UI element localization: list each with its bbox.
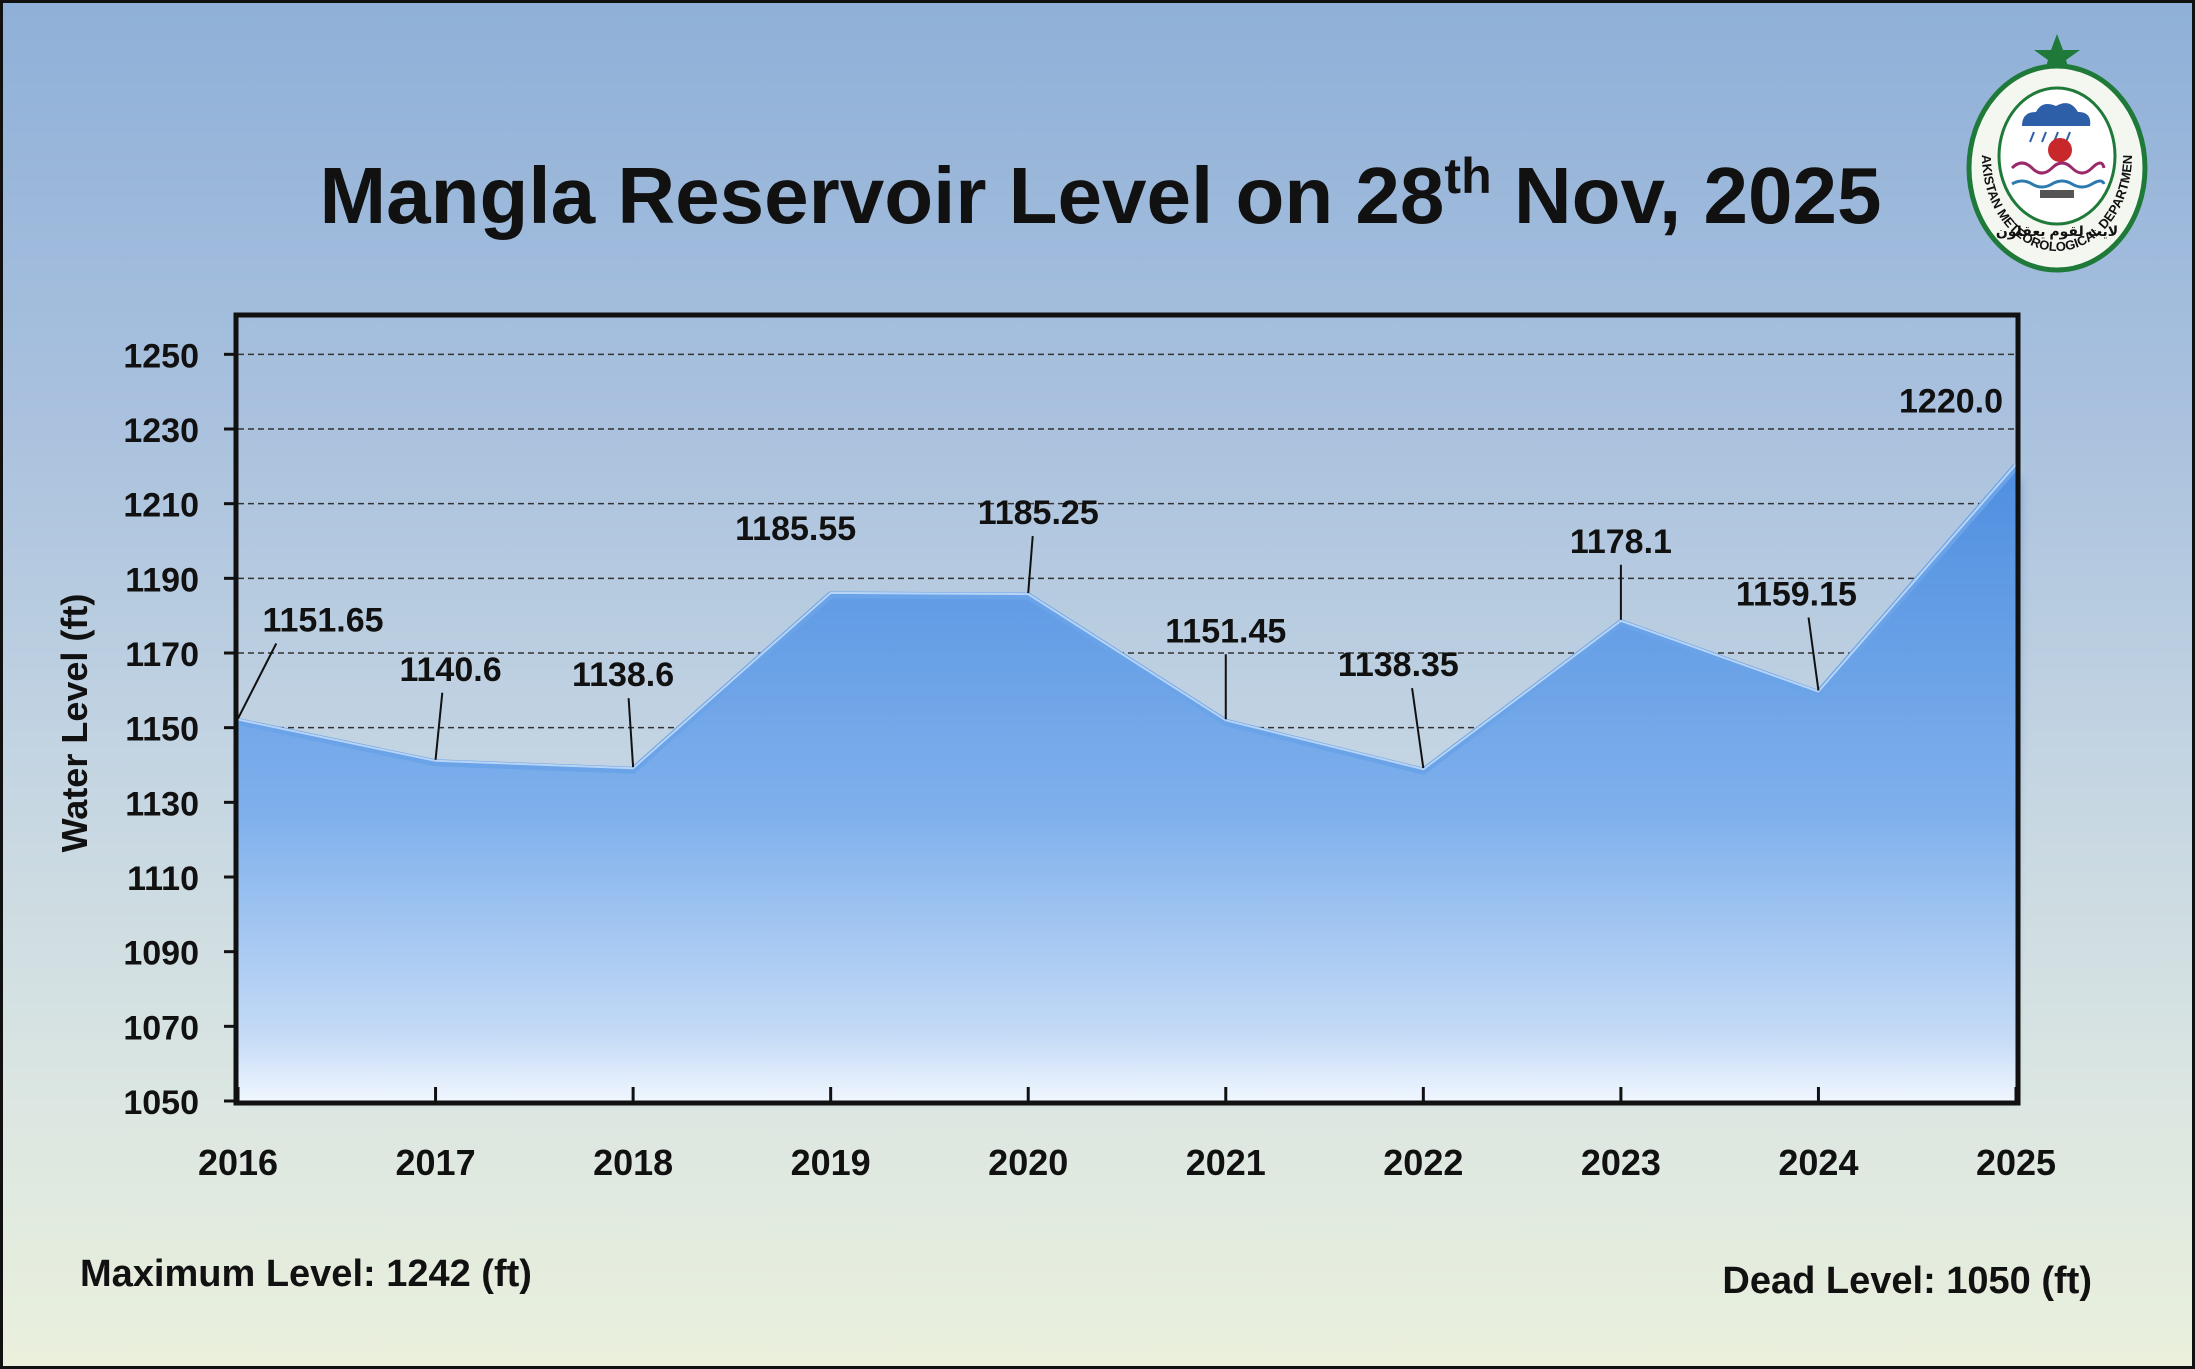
y-tick-label: 1090 (123, 935, 199, 973)
data-label: 1151.45 (1165, 612, 1286, 650)
area-series (238, 466, 2016, 1101)
x-tick-label: 2020 (988, 1142, 1068, 1183)
logo-ship-icon (2040, 190, 2074, 198)
data-label: 1138.35 (1338, 646, 1459, 684)
dead-level-note: Dead Level: 1050 (ft) (1722, 1260, 2092, 1302)
y-axis: 1050 1070 1090 1110 1130 1150 1170 1190 1210 1230… (123, 337, 236, 1122)
y-tick-label: 1210 (123, 487, 199, 525)
leader-line (1411, 688, 1425, 769)
data-label: 1151.65 (262, 602, 383, 640)
y-tick-label: 1190 (125, 561, 199, 599)
x-tick-label: 2023 (1581, 1142, 1661, 1183)
x-tick-label: 2025 (1976, 1142, 2056, 1183)
plot-border (233, 312, 2021, 1106)
leader-line (1027, 535, 1034, 594)
x-tick-label: 2017 (396, 1142, 476, 1183)
y-axis-label: Water Level (ft) (54, 594, 95, 853)
logo-motto: لایت لقوم یعقلون (1996, 223, 2118, 240)
y-tick-label: 1130 (125, 785, 199, 823)
data-labels: 1151.65 1140.6 1138.6 1185.55 1185.25 1151.45… (237, 382, 2003, 769)
leader-line (237, 643, 278, 719)
leader-line (627, 698, 635, 768)
x-tick-label: 2016 (198, 1142, 278, 1183)
title-main: Mangla Reservoir Level on 28 (319, 151, 1445, 240)
x-tick-label: 2021 (1186, 1142, 1266, 1183)
x-tick-label: 2022 (1383, 1142, 1463, 1183)
leader-line (434, 692, 444, 760)
x-axis: 2016 2017 2018 2019 2020 2021 2022 2023 2024 2025 (198, 1087, 2056, 1183)
data-label: 1178.1 (1570, 523, 1672, 561)
x-tick-label: 2018 (593, 1142, 673, 1183)
data-label: 1220.0 (1899, 382, 2003, 420)
y-tick-label: 1170 (125, 636, 199, 674)
pmd-logo: لایت لقوم یعقلون PAKISTAN METEOROLOGICAL… (1952, 28, 2148, 273)
x-tick-label: 2019 (791, 1142, 871, 1183)
y-tick-label: 1110 (127, 860, 199, 898)
y-tick-label: 1050 (123, 1084, 199, 1122)
area-top-line (237, 464, 2019, 775)
data-label: 1185.25 (978, 494, 1099, 532)
data-label: 1185.55 (735, 510, 856, 548)
logo-sea-icon (2011, 179, 2106, 189)
data-label: 1138.6 (572, 656, 674, 694)
logo-wave-icon (2010, 161, 2106, 175)
y-tick-label: 1070 (123, 1009, 199, 1047)
y-tick-label: 1250 (123, 337, 199, 375)
y-tick-label: 1230 (123, 412, 199, 450)
logo-cloud-icon (2022, 103, 2091, 126)
x-tick-label: 2024 (1778, 1142, 1858, 1183)
leader-line (1807, 617, 1820, 691)
data-label: 1140.6 (399, 651, 501, 689)
chart-title: Mangla Reservoir Level on 28th Nov, 2025 (3, 121, 2195, 251)
title-superscript: th (1444, 148, 1492, 204)
y-tick-label: 1150 (125, 711, 199, 749)
logo-star-icon (2034, 34, 2080, 76)
area-top-highlight (237, 463, 2017, 771)
data-label: 1159.15 (1736, 576, 1857, 614)
max-level-note: Maximum Level: 1242 (ft) (80, 1253, 532, 1295)
logo-sun-icon (2048, 138, 2072, 162)
title-date: Nov, 2025 (1491, 151, 1882, 240)
logo-rain-icon (2029, 131, 2071, 143)
